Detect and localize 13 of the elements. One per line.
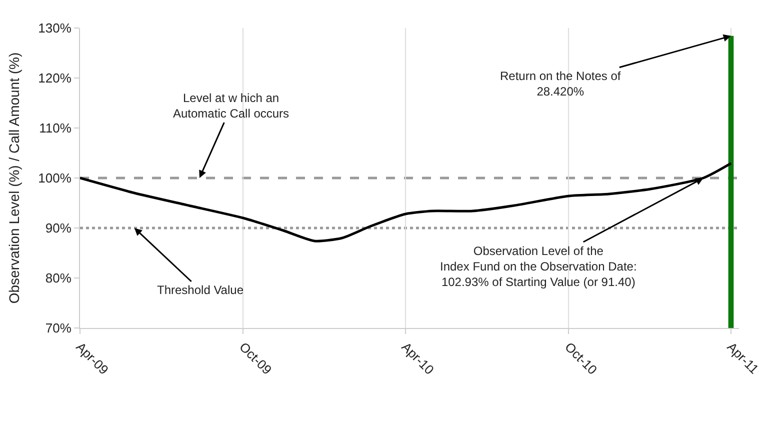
y-tick-label: 110% [39,120,72,136]
y-tick-label: 100% [38,170,72,186]
line-series [80,162,732,242]
y-tick-label: 120% [38,70,72,86]
y-tick-label: 130% [38,20,72,36]
annotation: Level at w hich an Automatic Call occurs [173,91,290,121]
annotation: Observation Level of the Index Fund on the Observation Date: 102.93% of Starting Value (or 91.40) [440,244,637,290]
y-tick-label: 70% [45,320,72,336]
annotation: Threshold Value [157,283,244,297]
y-tick-label: 90% [45,220,72,236]
y-axis-title: Observation Level (%) / Call Amount (%) [6,52,22,304]
annotation: Return on the Notes of 28.420% [500,69,622,99]
y-tick-label: 80% [45,270,72,286]
